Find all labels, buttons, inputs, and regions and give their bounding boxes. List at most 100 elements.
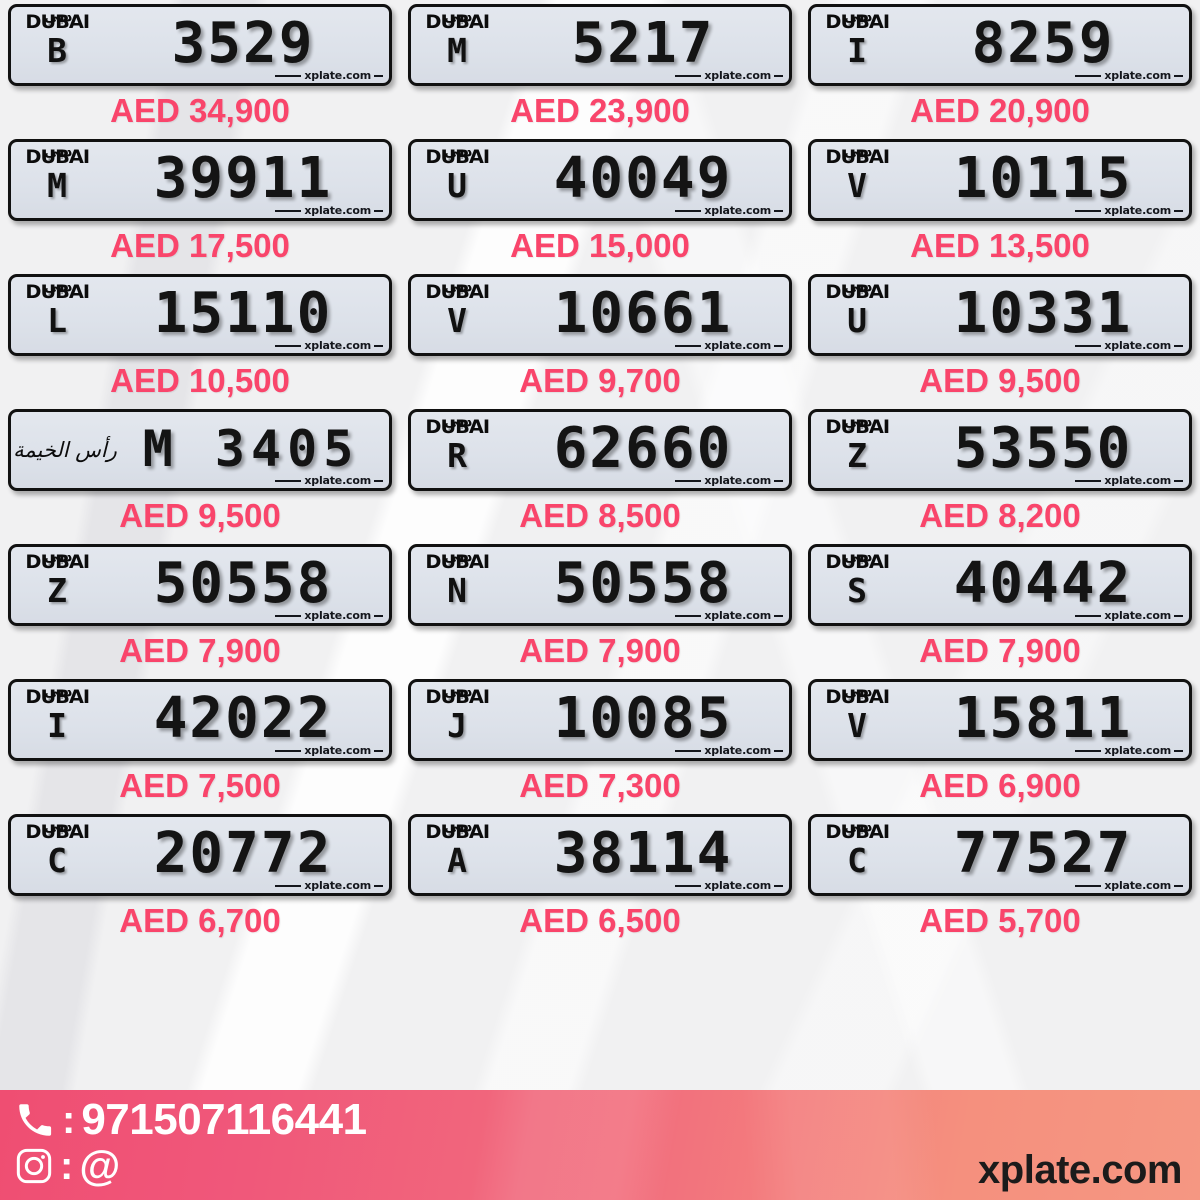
plate-number-column: 53550 xplate.com bbox=[903, 412, 1189, 488]
emirate-arabic-name: دبي bbox=[443, 412, 473, 430]
plate-listing-card[interactable]: DUBAI دبي Z 50558 xplate.com AED 7,900 bbox=[0, 540, 400, 675]
watermark-text: xplate.com bbox=[304, 474, 371, 487]
plate-listing-card[interactable]: DUBAI دبي S 40442 xplate.com AED 7,900 bbox=[800, 540, 1200, 675]
plate-price: AED 7,300 bbox=[519, 767, 681, 804]
plate-number-column: 10331 xplate.com bbox=[903, 277, 1189, 353]
watermark-rule-right bbox=[774, 884, 783, 887]
license-plate[interactable]: DUBAI دبي C 77527 xplate.com bbox=[808, 814, 1192, 896]
plate-listing-card[interactable]: DUBAI دبي R 62660 xplate.com AED 8,500 bbox=[400, 405, 800, 540]
plate-listing-card[interactable]: DUBAI دبي C 20772 xplate.com AED 6,700 bbox=[0, 810, 400, 945]
plate-price: AED 8,200 bbox=[919, 497, 1081, 534]
plate-listing-card[interactable]: DUBAI دبي M 5217 xplate.com AED 23,900 bbox=[400, 0, 800, 135]
license-plate[interactable]: DUBAI دبي C 20772 xplate.com bbox=[8, 814, 392, 896]
watermark-text: xplate.com bbox=[704, 474, 771, 487]
plate-listing-card[interactable]: DUBAI دبي I 8259 xplate.com AED 20,900 bbox=[800, 0, 1200, 135]
instagram-contact-row[interactable]: : @ bbox=[14, 1144, 367, 1188]
plate-price: AED 17,500 bbox=[110, 227, 290, 264]
license-plate[interactable]: DUBAI دبي R 62660 xplate.com bbox=[408, 409, 792, 491]
plate-listing-card[interactable]: DUBAI دبي L 15110 xplate.com AED 10,500 bbox=[0, 270, 400, 405]
footer-brand[interactable]: xplate.com bbox=[978, 1148, 1182, 1192]
plate-number: 10085 bbox=[553, 686, 733, 751]
plate-listing-card[interactable]: DUBAI دبي I 42022 xplate.com AED 7,500 bbox=[0, 675, 400, 810]
phone-contact-row[interactable]: : 971507116441 bbox=[14, 1097, 367, 1143]
plate-listing-card[interactable]: DUBAI دبي V 10661 xplate.com AED 9,700 bbox=[400, 270, 800, 405]
plate-number: 15110 bbox=[153, 281, 333, 346]
license-plate[interactable]: DUBAI دبي Z 53550 xplate.com bbox=[808, 409, 1192, 491]
emirate-arabic-name: دبي bbox=[43, 682, 73, 700]
license-plate[interactable]: DUBAI دبي V 10661 xplate.com bbox=[408, 274, 792, 356]
plate-emirate-column: DUBAI دبي V bbox=[811, 682, 903, 758]
plate-listing-card[interactable]: DUBAI دبي N 50558 xplate.com AED 7,900 bbox=[400, 540, 800, 675]
license-plate[interactable]: DUBAI دبي V 10115 xplate.com bbox=[808, 139, 1192, 221]
plate-code-letter: A bbox=[447, 841, 467, 880]
plate-number-column: 15110 xplate.com bbox=[103, 277, 389, 353]
plate-watermark: xplate.com bbox=[275, 339, 383, 352]
watermark-rule-left bbox=[275, 344, 302, 347]
license-plate[interactable]: DUBAI دبي U 10331 xplate.com bbox=[808, 274, 1192, 356]
plate-listing-card[interactable]: DUBAI دبي J 10085 xplate.com AED 7,300 bbox=[400, 675, 800, 810]
plate-code-letter: V bbox=[847, 166, 867, 205]
license-plate[interactable]: DUBAI دبي Z 50558 xplate.com bbox=[8, 544, 392, 626]
plate-emirate-column: DUBAI دبي C bbox=[11, 817, 103, 893]
plate-listing-card[interactable]: DUBAI دبي A 38114 xplate.com AED 6,500 bbox=[400, 810, 800, 945]
plate-emirate-column: DUBAI دبي M bbox=[411, 7, 503, 83]
plate-listing-card[interactable]: DUBAI دبي B 3529 xplate.com AED 34,900 bbox=[0, 0, 400, 135]
watermark-text: xplate.com bbox=[1104, 744, 1171, 757]
dubai-emblem-icon: DUBAI دبي bbox=[20, 682, 94, 708]
dubai-emblem-icon: DUBAI دبي bbox=[420, 9, 494, 33]
plate-emirate-column: DUBAI دبي L bbox=[11, 277, 103, 353]
plate-number: 50558 bbox=[553, 551, 733, 616]
license-plate[interactable]: DUBAI دبي J 10085 xplate.com bbox=[408, 679, 792, 761]
plate-watermark: xplate.com bbox=[675, 609, 783, 622]
license-plate[interactable]: DUBAI دبي L 15110 xplate.com bbox=[8, 274, 392, 356]
plate-listing-card[interactable]: DUBAI دبي C 77527 xplate.com AED 5,700 bbox=[800, 810, 1200, 945]
plate-code-letter: C bbox=[47, 841, 67, 880]
watermark-rule-left bbox=[675, 884, 702, 887]
plate-code-letter: J bbox=[447, 706, 467, 745]
license-plate[interactable]: DUBAI دبي N 50558 xplate.com bbox=[408, 544, 792, 626]
plate-emirate-column: DUBAI دبي B bbox=[11, 7, 103, 83]
dubai-emblem-icon: DUBAI دبي bbox=[820, 549, 894, 573]
emirate-arabic-name: دبي bbox=[443, 547, 473, 565]
watermark-rule-right bbox=[1174, 209, 1183, 212]
plate-listing-card[interactable]: DUBAI دبي V 10115 xplate.com AED 13,500 bbox=[800, 135, 1200, 270]
license-plate[interactable]: DUBAI دبي I 8259 xplate.com bbox=[808, 4, 1192, 86]
plate-price: AED 13,500 bbox=[910, 227, 1090, 264]
license-plate[interactable]: DUBAI دبي A 38114 xplate.com bbox=[408, 814, 792, 896]
watermark-text: xplate.com bbox=[1104, 879, 1171, 892]
plate-price: AED 6,900 bbox=[919, 767, 1081, 804]
plate-code-letter: C bbox=[847, 841, 867, 880]
plate-listing-card[interactable]: DUBAI دبي M 39911 xplate.com AED 17,500 bbox=[0, 135, 400, 270]
plate-watermark: xplate.com bbox=[1075, 744, 1183, 757]
plate-number-column: 62660 xplate.com bbox=[503, 412, 789, 488]
emirate-arabic-name: دبي bbox=[843, 277, 873, 295]
plate-listing-card[interactable]: DUBAI دبي Z 53550 xplate.com AED 8,200 bbox=[800, 405, 1200, 540]
watermark-rule-right bbox=[774, 614, 783, 617]
watermark-rule-left bbox=[1075, 479, 1102, 482]
plate-code-letter: U bbox=[847, 301, 867, 340]
plate-number: 53550 bbox=[953, 416, 1133, 481]
license-plate[interactable]: DUBAI دبي M 5217 xplate.com bbox=[408, 4, 792, 86]
plate-watermark: xplate.com bbox=[675, 339, 783, 352]
plate-number: 77527 bbox=[953, 821, 1133, 886]
plate-listing-card[interactable]: DUBAI دبي U 10331 xplate.com AED 9,500 bbox=[800, 270, 1200, 405]
license-plate[interactable]: DUBAI دبي U 40049 xplate.com bbox=[408, 139, 792, 221]
plate-listing-card[interactable]: DUBAI دبي U 40049 xplate.com AED 15,000 bbox=[400, 135, 800, 270]
plate-emirate-column: DUBAI دبي J bbox=[411, 682, 503, 758]
license-plate[interactable]: DUBAI دبي B 3529 xplate.com bbox=[8, 4, 392, 86]
plate-watermark: xplate.com bbox=[1075, 69, 1183, 82]
license-plate[interactable]: DUBAI دبي S 40442 xplate.com bbox=[808, 544, 1192, 626]
plate-listing-card[interactable]: DUBAI دبي V 15811 xplate.com AED 6,900 bbox=[800, 675, 1200, 810]
emirate-arabic-name: دبي bbox=[43, 142, 73, 160]
license-plate[interactable]: DUBAI دبي I 42022 xplate.com bbox=[8, 679, 392, 761]
plate-number-column: 10661 xplate.com bbox=[503, 277, 789, 353]
plate-number: 39911 bbox=[153, 146, 333, 211]
watermark-rule-left bbox=[675, 614, 702, 617]
license-plate[interactable]: DUBAI دبي V 15811 xplate.com bbox=[808, 679, 1192, 761]
license-plate[interactable]: DUBAI دبي M 39911 xplate.com bbox=[8, 139, 392, 221]
watermark-rule-right bbox=[374, 209, 383, 212]
watermark-rule-right bbox=[774, 74, 783, 77]
plate-emirate-column: DUBAI دبي U bbox=[811, 277, 903, 353]
